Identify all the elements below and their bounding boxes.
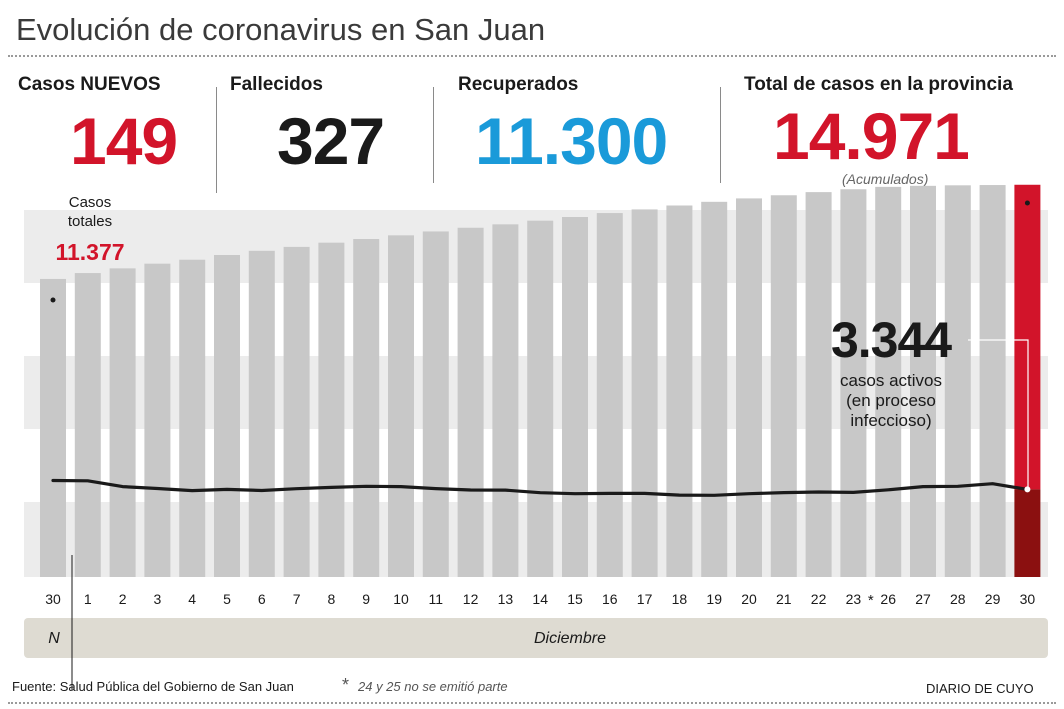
asterisk-icon: *: [342, 675, 350, 695]
bar-total-3: [144, 263, 171, 577]
tick-label: 7: [293, 591, 301, 607]
bar-total-10: [388, 235, 414, 578]
tick-label: 26: [880, 591, 896, 607]
first-bar-value: 11.377: [55, 239, 125, 265]
bar-total-12: [457, 227, 484, 577]
tick-label: 8: [328, 591, 336, 607]
bar-total-24: [875, 186, 902, 577]
bottom-divider: [8, 702, 1056, 704]
tick-label: 28: [950, 591, 966, 607]
stat-label-total: Total de casos en la provincia: [744, 74, 1013, 95]
tick-label: 4: [188, 591, 196, 607]
tick-label: 30: [1020, 591, 1036, 607]
tick-label: 23: [846, 591, 862, 607]
bar-total-6: [248, 250, 275, 577]
tick-label: 21: [776, 591, 792, 607]
footnote-text: 24 y 25 no se emitió parte: [358, 679, 508, 694]
bar-total-25: [910, 185, 936, 578]
tick-label: 16: [602, 591, 618, 607]
bar-total-4: [179, 259, 206, 577]
last-active-marker: [1024, 486, 1031, 493]
month-label-december: Diciembre: [534, 630, 606, 647]
active-cases-line: [51, 478, 1030, 497]
last-bar-top-marker: [1024, 200, 1030, 206]
tick-label: 5: [223, 591, 231, 607]
bar-total-21: [770, 195, 797, 578]
bar-total-17: [631, 209, 658, 577]
brand-logo-text: DIARIO DE CUYO: [926, 681, 1034, 696]
tick-label: 9: [362, 591, 370, 607]
tick-label: 12: [463, 591, 479, 607]
source-text: Fuente: Salud Pública del Gobierno de Sa…: [12, 679, 294, 694]
stat-separator: [216, 87, 217, 193]
tick-label: 11: [429, 591, 444, 607]
month-strip: [24, 618, 1048, 658]
first-bar-marker: [50, 297, 56, 303]
bar-total-9: [353, 239, 380, 577]
bar-total-18: [666, 205, 693, 577]
stat-label-recovered: Recuperados: [458, 74, 579, 95]
stat-value-total: 14.971: [773, 99, 970, 173]
bar-total-15: [562, 217, 588, 577]
stat-value-deaths: 327: [277, 104, 385, 178]
tick-label: 30: [45, 591, 61, 607]
bar-total-23: [840, 189, 867, 578]
bar-total-0: [40, 278, 66, 577]
gap-marker: *: [868, 592, 874, 609]
bar-total-14: [527, 220, 554, 577]
bar-total-26: [944, 185, 971, 577]
bar-total-13: [492, 224, 519, 577]
bar-active-last: [1014, 489, 1041, 577]
tick-label: 10: [393, 591, 409, 607]
active-cases-text: casos activos (en proceso infeccioso): [839, 371, 943, 430]
stat-label-new-cases: Casos NUEVOS: [18, 74, 161, 95]
bar-total-27: [979, 185, 1006, 577]
tick-label: 17: [637, 591, 653, 607]
stat-separator: [720, 87, 721, 183]
accumulated-note: (Acumulados): [842, 171, 929, 187]
tick-label: 13: [498, 591, 514, 607]
month-label-november: N: [48, 630, 60, 647]
tick-label: 1: [84, 591, 92, 607]
tick-label: 20: [741, 591, 757, 607]
tick-label: 29: [985, 591, 1001, 607]
active-cases-value: 3.344: [830, 312, 952, 368]
bar-total-5: [214, 255, 240, 577]
bar-total-2: [109, 268, 136, 577]
page-title: Evolución de coronavirus en San Juan: [16, 12, 546, 47]
bar-total-8: [318, 242, 345, 578]
bar-total-11: [422, 231, 449, 577]
tick-label: 15: [567, 591, 583, 607]
stat-label-deaths: Fallecidos: [230, 74, 323, 95]
tick-label: 27: [915, 591, 931, 607]
stat-value-recovered: 11.300: [475, 104, 668, 178]
active-leader-line: [968, 339, 1029, 488]
tick-label: 3: [154, 591, 162, 607]
stat-value-new-cases: 149: [70, 104, 178, 178]
bar-total-20: [736, 198, 762, 577]
tick-label: 18: [672, 591, 688, 607]
top-divider: [8, 55, 1056, 57]
tick-label: 22: [811, 591, 827, 607]
bar-total-19: [701, 201, 728, 578]
bar-total-22: [805, 192, 832, 577]
bar-total-1: [74, 273, 101, 577]
stat-separator: [433, 87, 434, 183]
first-bar-label: Casos totales: [67, 194, 113, 230]
tick-label: 2: [119, 591, 127, 607]
tick-label: 6: [258, 591, 266, 607]
bar-total-7: [283, 246, 310, 577]
tick-label: 14: [532, 591, 548, 607]
tick-label: 19: [706, 591, 722, 607]
bar-total-16: [596, 213, 623, 577]
